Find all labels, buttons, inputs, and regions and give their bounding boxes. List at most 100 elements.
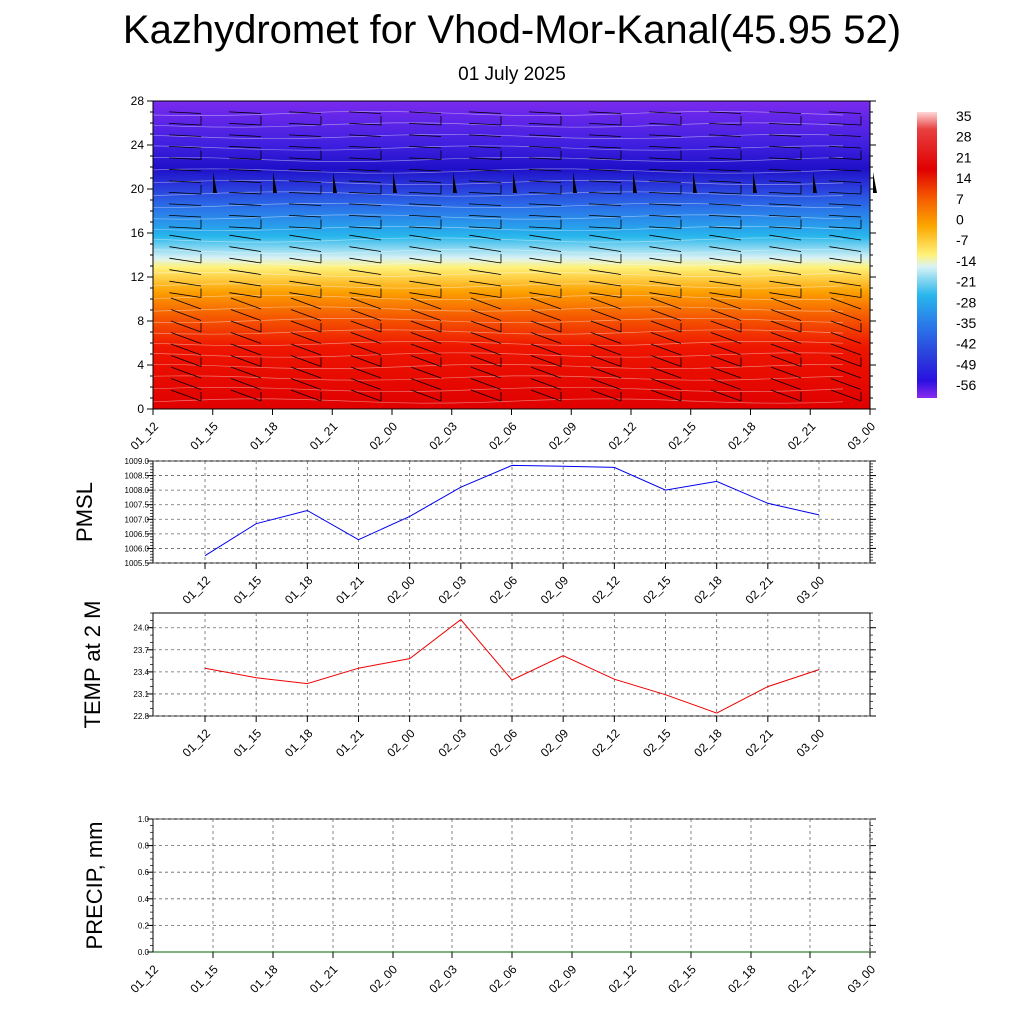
- wind-barb: [289, 292, 322, 298]
- precip-x-tick-label: 02_03: [426, 962, 460, 996]
- pmsl-x-tick-label: 02_18: [691, 573, 725, 607]
- wind-barb: [230, 332, 262, 344]
- contour-line: [152, 260, 844, 266]
- wind-barb: [350, 366, 382, 379]
- contour-line: [152, 363, 844, 370]
- wind-barb-pennant: [453, 172, 457, 193]
- wind-barb: [230, 366, 262, 379]
- wind-barb: [228, 203, 262, 206]
- precip-frame: [152, 818, 871, 953]
- wind-barb: [170, 320, 202, 333]
- pmsl-x-tick-label: 02_03: [435, 573, 469, 607]
- wind-barb: [228, 123, 262, 126]
- temp-x-tick-label: 01_18: [282, 726, 316, 760]
- wind-barb: [708, 226, 742, 229]
- pmsl-y-axis-title: PMSL: [72, 482, 97, 542]
- wind-barb: [168, 123, 202, 126]
- wind-barb: [468, 203, 502, 206]
- wind-barb: [768, 146, 802, 149]
- precip-y-tick-label: 0.6: [138, 868, 150, 877]
- wind-barb: [590, 332, 622, 344]
- wind-barb: [650, 355, 682, 367]
- wind-barb: [830, 320, 862, 333]
- wind-barb: [529, 234, 562, 241]
- wind-barb: [408, 226, 442, 229]
- temp-x-tick-label: 01_21: [333, 726, 367, 760]
- contour-line: [152, 248, 844, 255]
- wind-barb: [709, 234, 742, 241]
- wind-barb: [229, 234, 262, 241]
- wind-barb: [710, 320, 742, 333]
- wind-barb: [410, 309, 442, 321]
- wind-barb: [708, 111, 742, 114]
- wind-barb: [589, 280, 622, 287]
- wind-barb: [589, 234, 622, 241]
- wind-barb: [288, 123, 322, 126]
- wind-barb: [169, 234, 202, 241]
- pmsl-x-tick-label: 01_21: [333, 573, 367, 607]
- wind-barb: [288, 169, 322, 172]
- heatmap-x-tick-label: 02_12: [606, 419, 640, 453]
- wind-barb: [468, 226, 502, 229]
- wind-barb: [768, 169, 802, 172]
- wind-barb: [528, 157, 562, 160]
- heatmap-y-tick-label: 20: [131, 182, 145, 196]
- precip-y-tick-label: 1.0: [138, 815, 150, 824]
- wind-barb: [708, 180, 742, 183]
- wind-barb: [528, 134, 562, 137]
- contour-line: [152, 386, 844, 393]
- wind-barb: [829, 280, 862, 287]
- wind-barb: [530, 389, 562, 402]
- wind-barb-pennant: [753, 172, 757, 193]
- wind-barb: [228, 157, 262, 160]
- wind-barb: [528, 215, 562, 218]
- wind-barb: [408, 134, 442, 137]
- wind-barb: [649, 292, 682, 298]
- wind-barbs: [168, 111, 877, 402]
- wind-barb: [648, 226, 682, 229]
- wind-barb: [708, 146, 742, 149]
- wind-barb: [228, 111, 262, 114]
- wind-barb: [528, 226, 562, 229]
- wind-barb: [230, 297, 262, 310]
- wind-barb: [168, 146, 202, 149]
- heatmap-x-tick-label: 02_06: [486, 419, 520, 453]
- wind-barb-pennant: [693, 172, 697, 193]
- wind-barb: [348, 169, 382, 172]
- pmsl-panel: 1005.5 1006.0 1006.5 1007.0 1007.5 1008.0 1008…: [72, 457, 876, 607]
- wind-barb: [288, 111, 322, 114]
- wind-barb: [409, 246, 442, 252]
- temp-x-tick-label: 02_18: [691, 726, 725, 760]
- wind-barb-pennant: [213, 172, 217, 193]
- wind-barb: [649, 280, 682, 287]
- wind-barb: [588, 111, 622, 114]
- wind-barb: [288, 215, 322, 218]
- wind-barb: [289, 234, 322, 241]
- precip-x-tick-label: 02_18: [725, 962, 759, 996]
- wind-barb: [168, 180, 202, 183]
- heatmap-x-tick-label: 02_18: [725, 419, 759, 453]
- wind-barb: [348, 157, 382, 160]
- pmsl-x-tick-label: 02_12: [589, 573, 623, 607]
- wind-barb: [410, 366, 442, 379]
- colorbar-label: -56: [956, 377, 976, 393]
- heatmap-y-tick-label: 0: [137, 402, 144, 416]
- contour-line: [152, 156, 844, 163]
- wind-barb: [470, 332, 502, 344]
- contour-line: [152, 271, 844, 278]
- wind-barb: [229, 280, 262, 287]
- wind-barb: [468, 123, 502, 126]
- wind-barb: [710, 355, 742, 367]
- pmsl-y-tick-label: 1007.5: [125, 501, 150, 510]
- pmsl-y-tick-label: 1007.0: [125, 515, 150, 524]
- temp-x-tick-label: 01_12: [180, 726, 214, 760]
- contour-line: [152, 110, 844, 117]
- wind-barb: [470, 355, 502, 367]
- wind-barb: [530, 378, 562, 390]
- wind-barb: [408, 146, 442, 149]
- wind-barb-pennant: [573, 172, 577, 193]
- wind-barb: [350, 297, 382, 310]
- wind-barb: [528, 146, 562, 149]
- wind-barb: [828, 157, 862, 160]
